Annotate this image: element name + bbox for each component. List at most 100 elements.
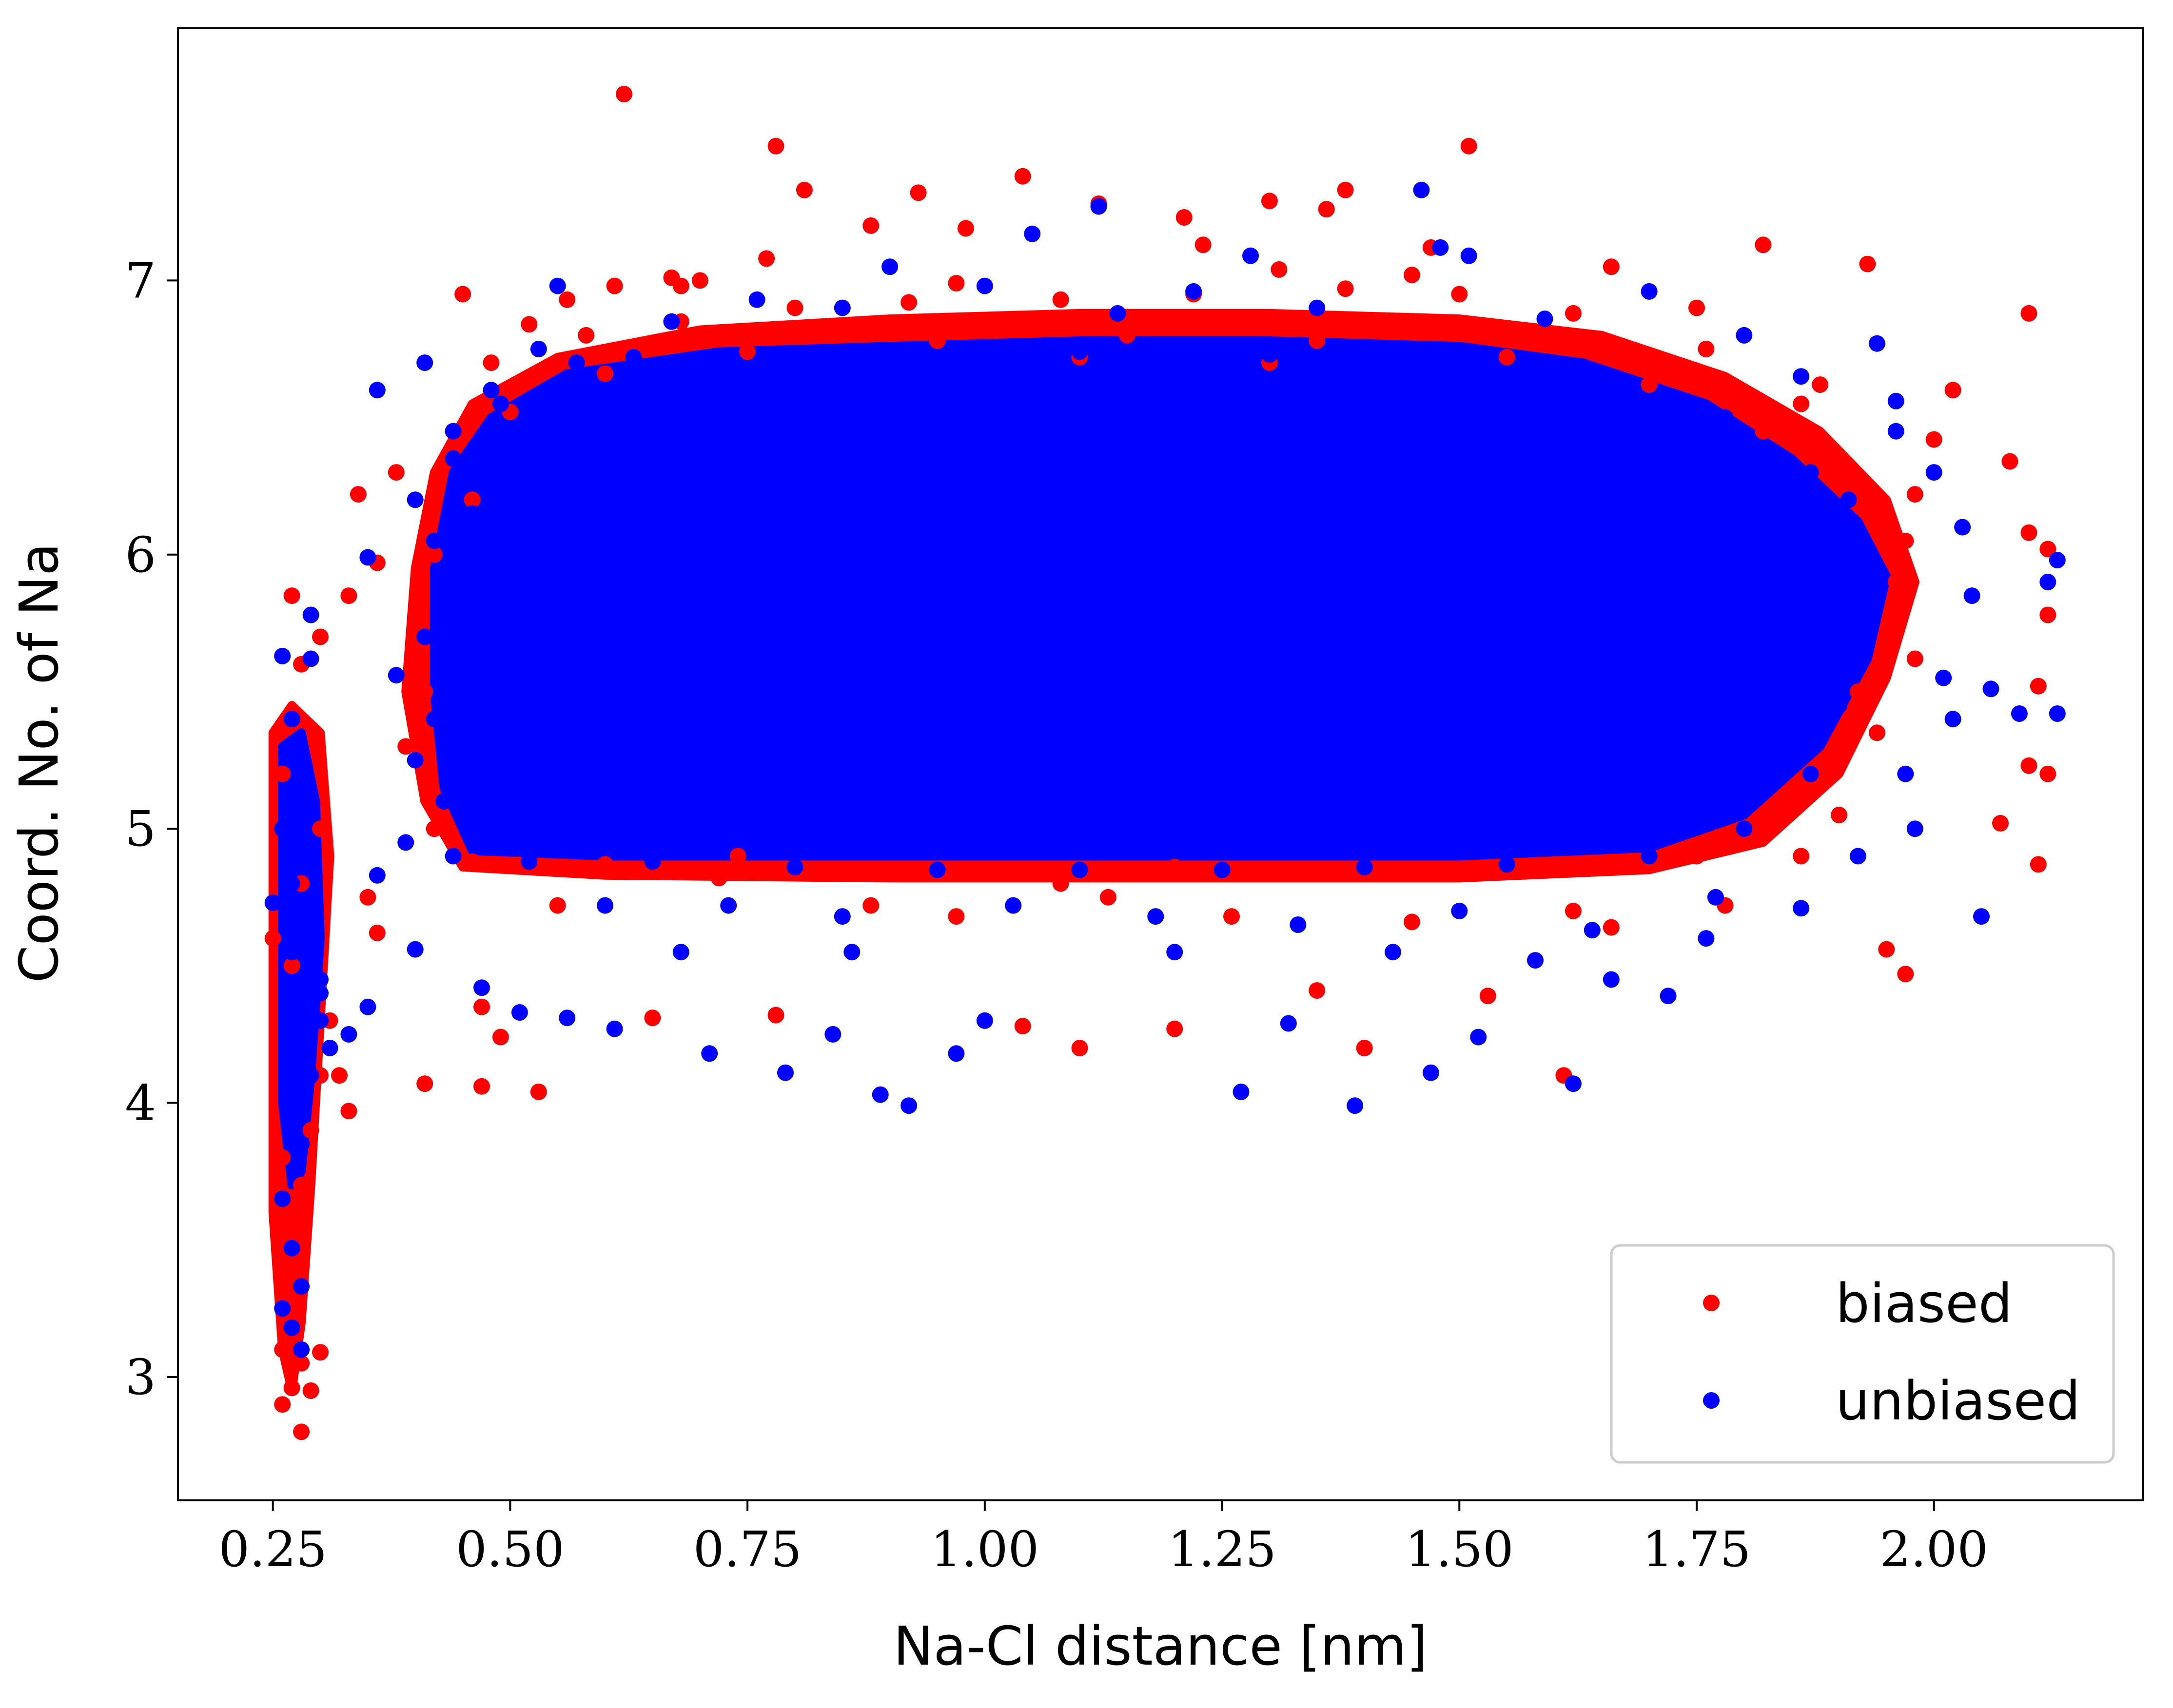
scatter-point-unbiased [834, 908, 851, 925]
scatter-point-unbiased [748, 291, 765, 308]
x-axis-title: Na-Cl distance [nm] [893, 1615, 1428, 1677]
scatter-point-biased [1565, 305, 1582, 322]
scatter-point-biased [454, 286, 471, 303]
scatter-point-unbiased [416, 628, 433, 645]
scatter-point-biased [1451, 286, 1468, 303]
scatter-point-unbiased [283, 1240, 300, 1257]
scatter-point-biased [1897, 532, 1914, 549]
scatter-point-unbiased [663, 313, 680, 330]
x-tick-label: 1.75 [1643, 1521, 1751, 1578]
scatter-point-unbiased [1736, 820, 1753, 837]
scatter-point-unbiased [1935, 669, 1952, 686]
scatter-point-biased [1403, 267, 1420, 284]
scatter-point-biased [2039, 606, 2056, 623]
scatter-point-unbiased [312, 1012, 329, 1029]
scatter-point-unbiased [1347, 1097, 1364, 1114]
scatter-point-biased [1403, 913, 1420, 931]
scatter-point-biased [1793, 848, 1810, 865]
scatter-point-biased [1223, 908, 1240, 925]
scatter-point-biased [416, 683, 433, 700]
scatter-point-biased [1565, 902, 1582, 919]
scatter-point-unbiased [1906, 820, 1923, 837]
scatter-point-biased [340, 1103, 357, 1120]
scatter-point-unbiased [1887, 392, 1904, 409]
scatter-point-biased [359, 889, 376, 906]
scatter-point-unbiased [1005, 897, 1022, 914]
scatter-point-unbiased [483, 382, 500, 399]
scatter-point-unbiased [293, 1135, 310, 1152]
scatter-point-unbiased [948, 1045, 965, 1062]
scatter-point-biased [663, 269, 680, 286]
scatter-point-unbiased [1214, 861, 1231, 878]
scatter-point-unbiased [1973, 908, 1990, 925]
scatter-point-biased [274, 765, 291, 782]
scatter-point-biased [1849, 683, 1866, 700]
scatter-point-biased [948, 908, 965, 925]
y-tick-label: 6 [125, 526, 156, 583]
scatter-point-unbiased [426, 532, 443, 549]
scatter-point-unbiased [1717, 409, 1734, 426]
scatter-point-biased [1194, 236, 1212, 253]
scatter-point-biased [312, 1344, 329, 1361]
scatter-point-unbiased [1831, 697, 1847, 714]
scatter-point-biased [2020, 305, 2037, 322]
scatter-point-unbiased [464, 505, 481, 522]
scatter-point-biased [1261, 193, 1278, 210]
scatter-point-biased [758, 250, 775, 267]
legend-marker-biased [1703, 1295, 1720, 1311]
scatter-point-biased [1052, 875, 1069, 892]
scatter-point-biased [302, 1382, 319, 1399]
scatter-point-biased [1878, 941, 1895, 958]
scatter-point-unbiased [549, 277, 566, 294]
y-axis-title: Coord. No. of Na [8, 543, 70, 983]
scatter-point-biased [1992, 815, 2009, 832]
x-axis: 0.25 0.50 0.75 1.00 1.25 1.50 1.75 2.00 [218, 1500, 1988, 1578]
scatter-point-unbiased [340, 1026, 357, 1043]
scatter-point-biased [416, 1075, 433, 1092]
scatter-point-unbiased [1451, 354, 1468, 371]
scatter-point-biased [2001, 453, 2018, 470]
y-tick-label: 7 [125, 252, 156, 309]
scatter-point-biased [1052, 291, 1069, 308]
scatter-point-unbiased [786, 858, 803, 875]
scatter-point-biased [1897, 966, 1914, 983]
scatter-point-biased [616, 86, 632, 102]
scatter-point-biased [1460, 137, 1477, 155]
scatter-point-biased [929, 332, 946, 349]
legend-frame [1610, 1244, 2115, 1464]
legend-marker-unbiased [1703, 1392, 1720, 1409]
scatter-point-biased [948, 275, 965, 291]
scatter-point-unbiased [834, 299, 851, 316]
scatter-point-unbiased [1024, 225, 1041, 242]
scatter-point-biased [597, 365, 614, 382]
scatter-point-biased [293, 1423, 310, 1440]
scatter-point-unbiased [312, 971, 329, 988]
scatter-point-unbiased [1147, 908, 1164, 925]
scatter-point-unbiased [445, 601, 462, 618]
scatter-point-unbiased [1641, 848, 1658, 865]
scatter-point-biased [1906, 650, 1923, 667]
scatter-point-unbiased [1764, 738, 1781, 755]
scatter-point-biased [1479, 988, 1496, 1005]
scatter-point-unbiased [1954, 519, 1971, 536]
scatter-point-biased [1887, 574, 1904, 590]
scatter-point-unbiased [1707, 889, 1724, 906]
scatter-point-biased [1831, 807, 1847, 823]
scatter-point-unbiased [1698, 930, 1715, 947]
scatter-point-biased [388, 464, 405, 481]
scatter-point-unbiased [568, 354, 585, 371]
scatter-point-biased [1309, 982, 1326, 999]
scatter-point-biased [606, 277, 623, 294]
scatter-point-unbiased [1793, 900, 1810, 917]
scatter-point-unbiased [1603, 971, 1620, 988]
scatter-point-biased [767, 137, 784, 155]
x-tick-label: 1.50 [1405, 1521, 1514, 1578]
scatter-point-unbiased [559, 1009, 576, 1027]
scatter-point-unbiased [710, 360, 727, 377]
scatter-point-unbiased [1470, 1029, 1487, 1046]
scatter-point-biased [1337, 280, 1354, 297]
scatter-point-unbiased [445, 848, 462, 865]
x-tick-label: 2.00 [1879, 1521, 1988, 1578]
scatter-point-biased [473, 1078, 490, 1095]
scatter-point-unbiased [1413, 181, 1430, 198]
